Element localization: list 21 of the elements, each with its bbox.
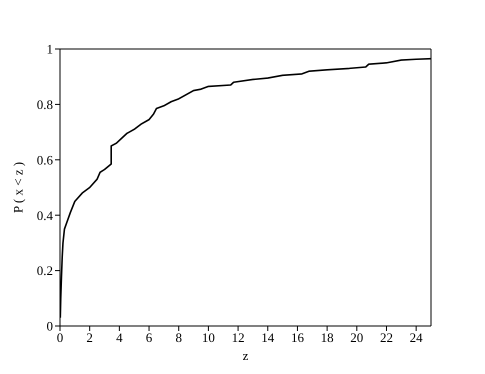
y-tick-label: 0.8	[36, 97, 53, 112]
x-tick-label: 24	[410, 330, 424, 346]
x-tick-label: 12	[232, 330, 245, 346]
y-tick-label: 1	[46, 42, 53, 57]
x-tick-label: 20	[350, 330, 364, 346]
x-tick-label: 6	[146, 330, 153, 346]
y-tick-label: 0	[46, 318, 53, 334]
y-axis-title: P ( x < z )	[10, 162, 26, 214]
x-tick-label: 4	[116, 330, 124, 346]
x-tick-label: 16	[290, 330, 304, 346]
y-tick-label: 0.2	[36, 263, 53, 278]
x-tick-label: 22	[380, 330, 393, 346]
x-axis-title: z	[242, 348, 249, 363]
y-tick-label: 0.4	[36, 208, 54, 223]
y-tick-label: 0.6	[36, 152, 54, 168]
x-tick-label: 2	[86, 330, 93, 346]
x-tick-label: 10	[202, 330, 215, 346]
x-tick-label: 0	[56, 330, 64, 346]
x-tick-label: 14	[261, 330, 275, 346]
x-tick-label: 18	[320, 330, 334, 346]
x-tick-label: 8	[175, 330, 182, 346]
